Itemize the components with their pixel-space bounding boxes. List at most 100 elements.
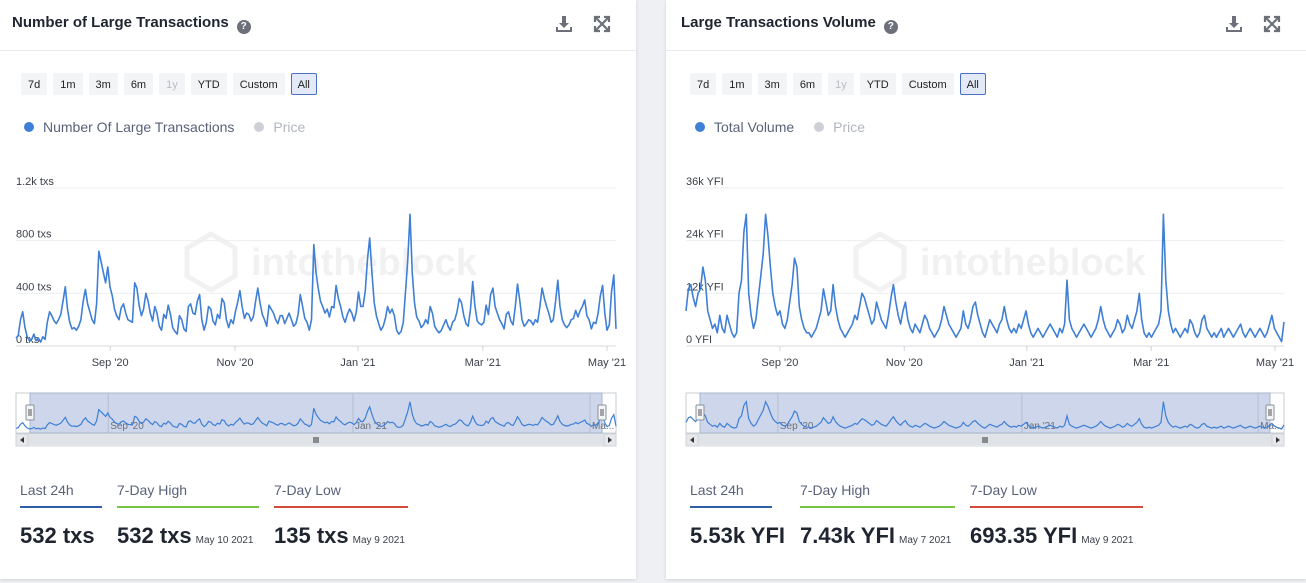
large-transactions-count-card: Number of Large Transactions? 7d 1m 3m 6m 1y… xyxy=(0,0,636,579)
download-icon[interactable] xyxy=(1224,14,1244,34)
scroll-left-arrow-icon[interactable] xyxy=(15,433,29,447)
stat-number: 532 txs xyxy=(117,523,192,548)
x-tick-label: Jan '21 xyxy=(1009,357,1044,369)
legend-item-price[interactable]: Price xyxy=(814,119,865,135)
legend-item-series[interactable]: Total Volume xyxy=(695,119,794,135)
navigator-label: Jan '21 xyxy=(355,421,387,432)
line-chart: intotheblock 0 YFI 12k YFI 24k YFI 36k YFI Se… xyxy=(685,176,1294,447)
y-tick-label: 400 txs xyxy=(16,281,52,293)
stat-label: Last 24h xyxy=(690,482,772,508)
help-icon[interactable]: ? xyxy=(883,20,898,34)
navigator-left-handle[interactable] xyxy=(695,404,705,421)
scroll-right-arrow-icon[interactable] xyxy=(1271,433,1285,447)
stat-label: 7-Day High xyxy=(800,482,955,508)
range-button-6m[interactable]: 6m xyxy=(792,73,823,95)
stats-row: Last 24h 532 txs 7-Day High 532 txs May 10 2… xyxy=(20,482,423,549)
download-icon[interactable] xyxy=(554,14,574,34)
stat-number: 5.53k YFI xyxy=(690,523,785,548)
legend-label: Total Volume xyxy=(714,119,795,135)
x-tick-label: Mar '21 xyxy=(465,357,501,369)
stat-7-day-high: 7-Day High 532 txs May 10 2021 xyxy=(117,482,259,549)
y-tick-label: 24k YFI xyxy=(686,229,724,241)
stat-value: 693.35 YFI May 9 2021 xyxy=(970,523,1143,549)
watermark-hexagon xyxy=(184,231,238,293)
large-transactions-volume-card: Large Transactions Volume? 7d 1m 3m 6m 1y YTD… xyxy=(666,0,1306,579)
range-button-6m[interactable]: 6m xyxy=(123,73,154,95)
navigator-label: Ma... xyxy=(1260,421,1282,432)
watermark-text: intotheblock xyxy=(920,242,1147,284)
stat-value: 7.43k YFI May 7 2021 xyxy=(800,523,955,549)
x-tick-label: Sep '20 xyxy=(761,357,798,369)
legend-item-price[interactable]: Price xyxy=(254,119,305,135)
range-button-ytd[interactable]: YTD xyxy=(859,73,896,95)
series-line xyxy=(15,213,617,343)
watermark-text: intotheblock xyxy=(251,242,478,284)
range-button-7d[interactable]: 7d xyxy=(21,73,48,95)
card-header: Large Transactions Volume? xyxy=(666,0,1306,51)
range-button-all[interactable]: All xyxy=(959,73,986,95)
range-button-3m[interactable]: 3m xyxy=(757,73,787,95)
stat-value: 532 txs xyxy=(20,523,102,549)
x-tick-label: Sep '20 xyxy=(92,357,129,369)
stats-row: Last 24h 5.53k YFI 7-Day High 7.43k YFI May … xyxy=(690,482,1158,549)
price-dot-icon xyxy=(814,122,825,132)
stat-number: 693.35 YFI xyxy=(970,523,1078,548)
range-button-3m[interactable]: 3m xyxy=(88,73,118,95)
stat-value: 532 txs May 10 2021 xyxy=(117,523,259,549)
navigator-label: Sep '20 xyxy=(780,421,814,432)
stat-label: 7-Day Low xyxy=(970,482,1143,508)
stat-date: May 10 2021 xyxy=(195,535,254,546)
range-button-custom[interactable]: Custom xyxy=(232,73,285,95)
x-tick-label: Jan '21 xyxy=(340,357,375,369)
y-tick-label: 12k YFI xyxy=(686,281,724,293)
chart-legend: Total Volume Price xyxy=(695,119,885,135)
range-button-1y: 1y xyxy=(828,73,854,95)
line-chart: intotheblock 0 txs 400 txs 800 txs 1.2k txs S… xyxy=(15,176,626,447)
range-button-all[interactable]: All xyxy=(290,73,317,95)
navigator-line xyxy=(15,401,617,430)
expand-icon[interactable] xyxy=(1262,14,1282,34)
range-button-ytd[interactable]: YTD xyxy=(190,73,227,95)
price-dot-icon xyxy=(254,122,265,132)
stat-label: 7-Day High xyxy=(117,482,259,508)
navigator-right-handle[interactable] xyxy=(597,404,607,421)
range-button-1m[interactable]: 1m xyxy=(722,73,752,95)
legend-label: Number Of Large Transactions xyxy=(43,119,235,135)
navigator-right-handle[interactable] xyxy=(1265,404,1275,421)
stat-7-day-high: 7-Day High 7.43k YFI May 7 2021 xyxy=(800,482,955,549)
card-title: Large Transactions Volume? xyxy=(681,14,898,34)
stat-number: 135 txs xyxy=(274,523,349,548)
scroll-right-arrow-icon[interactable] xyxy=(603,433,617,447)
y-tick-label: 36k YFI xyxy=(686,176,724,188)
range-button-7d[interactable]: 7d xyxy=(690,73,717,95)
series-line xyxy=(685,213,1285,343)
stat-date: May 9 2021 xyxy=(352,535,405,546)
legend-label: Price xyxy=(273,119,306,135)
expand-icon[interactable] xyxy=(592,14,612,34)
series-dot-icon xyxy=(695,122,705,132)
chart-legend: Number Of Large Transactions Price xyxy=(24,119,325,135)
x-tick-label: May '21 xyxy=(588,357,626,369)
navigator-left-handle[interactable] xyxy=(25,404,35,421)
range-button-1m[interactable]: 1m xyxy=(53,73,83,95)
stat-7-day-low: 7-Day Low 135 txs May 9 2021 xyxy=(274,482,408,549)
range-selector: 7d 1m 3m 6m 1y YTD Custom All xyxy=(690,73,992,95)
navigator-label: Ma... xyxy=(592,421,614,432)
stat-date: May 7 2021 xyxy=(899,535,952,546)
watermark-hexagon xyxy=(853,231,907,293)
legend-item-series[interactable]: Number Of Large Transactions xyxy=(24,119,234,135)
help-icon[interactable]: ? xyxy=(236,20,251,34)
stat-date: May 9 2021 xyxy=(1081,535,1134,546)
card-title-text: Large Transactions Volume xyxy=(681,14,876,31)
x-tick-label: Nov '20 xyxy=(886,357,923,369)
range-button-custom[interactable]: Custom xyxy=(901,73,954,95)
stat-last-24h: Last 24h 532 txs xyxy=(20,482,102,549)
x-tick-label: Mar '21 xyxy=(1133,357,1169,369)
range-button-1y: 1y xyxy=(159,73,185,95)
stat-7-day-low: 7-Day Low 693.35 YFI May 9 2021 xyxy=(970,482,1143,549)
scroll-left-arrow-icon[interactable] xyxy=(685,433,699,447)
stat-number: 7.43k YFI xyxy=(800,523,895,548)
x-tick-label: May '21 xyxy=(1256,357,1294,369)
range-selector: 7d 1m 3m 6m 1y YTD Custom All xyxy=(21,73,323,95)
stat-value: 5.53k YFI xyxy=(690,523,785,549)
